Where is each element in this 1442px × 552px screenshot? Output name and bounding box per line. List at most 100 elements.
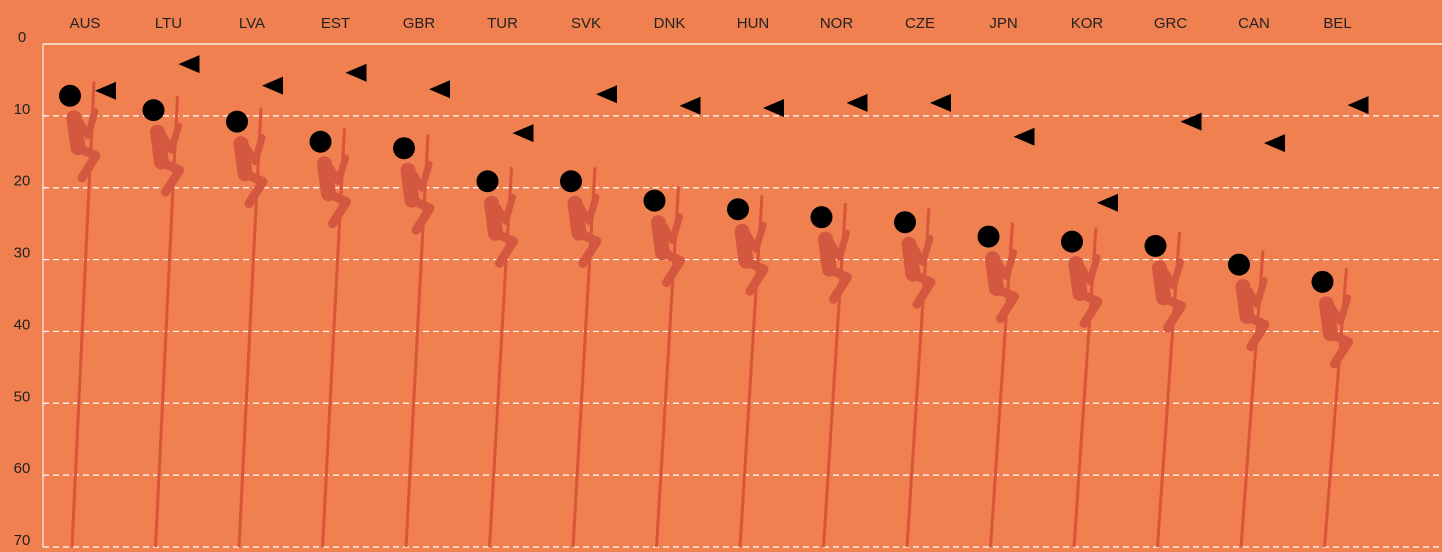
y-tick-label: 0 (18, 29, 26, 46)
triangle-marker (1180, 112, 1202, 131)
climber-leg (407, 195, 435, 235)
x-tick-label: KOR (1071, 15, 1104, 32)
y-tick-label: 40 (14, 316, 31, 333)
climber-body (567, 195, 587, 241)
x-tick-label: GBR (403, 15, 436, 32)
climber-body (317, 156, 336, 202)
climber-arm (828, 229, 850, 261)
x-tick-label: CAN (1238, 15, 1270, 32)
triangle-marker (930, 93, 951, 112)
triangle-marker (1264, 134, 1285, 153)
climber-arm (661, 213, 683, 245)
climber-body (66, 110, 86, 156)
climber-body (1068, 256, 1088, 302)
climber-leg (658, 248, 685, 288)
climber-body (1319, 296, 1338, 342)
head-marker (810, 206, 833, 229)
climber-leg (741, 256, 769, 296)
y-tick-label: 50 (14, 388, 31, 405)
triangle-marker (596, 85, 617, 104)
triangle-marker (1347, 96, 1369, 115)
climber-leg (240, 169, 268, 209)
climber-arm (1078, 254, 1101, 286)
head-marker (1311, 270, 1334, 293)
head-marker (560, 170, 582, 193)
x-tick-label: HUN (737, 15, 770, 32)
rope (822, 203, 847, 548)
head-marker (1144, 234, 1167, 257)
triangle-marker (178, 55, 200, 74)
head-marker (476, 170, 499, 193)
y-tick-label: 60 (14, 460, 31, 477)
climber-leg (73, 143, 101, 183)
rope (655, 186, 680, 548)
x-tick-label: LVA (239, 15, 265, 32)
climber-arm (1245, 277, 1268, 309)
triangle-marker (679, 96, 701, 115)
climber-leg (574, 228, 602, 268)
y-tick-label: 30 (14, 245, 31, 262)
climber-arm (160, 122, 182, 154)
climber-leg (992, 284, 1019, 324)
head-marker (142, 99, 165, 122)
climber-arm (1329, 294, 1351, 326)
climber-leg (1326, 329, 1353, 369)
head-marker (643, 189, 666, 212)
x-tick-label: LTU (155, 15, 182, 32)
climber-arm (1162, 258, 1184, 290)
x-tick-label: BEL (1323, 15, 1351, 32)
triangle-marker (512, 124, 534, 143)
y-tick-label: 10 (14, 101, 31, 118)
climber-body (233, 136, 253, 182)
triangle-marker (345, 63, 367, 82)
triangle-marker (1097, 193, 1118, 212)
climber-body (150, 124, 169, 170)
head-marker (226, 110, 248, 133)
x-tick-label: EST (321, 15, 350, 32)
climber-leg (1159, 293, 1186, 333)
triangle-marker (262, 76, 283, 95)
x-tick-label: DNK (654, 15, 686, 32)
climber-leg (157, 157, 184, 197)
climber-body (1152, 260, 1171, 306)
climber-body (651, 215, 670, 261)
head-marker (977, 225, 1000, 248)
triangle-marker (95, 81, 116, 100)
x-tick-label: CZE (905, 15, 935, 32)
head-marker (309, 130, 332, 153)
climber-leg (324, 189, 351, 229)
climber-body (400, 162, 420, 208)
climber-leg (1242, 312, 1270, 352)
climber-leg (1075, 289, 1103, 329)
head-marker (393, 137, 415, 160)
triangle-marker (846, 93, 868, 112)
rope (488, 167, 513, 548)
x-tick-label: AUS (70, 15, 101, 32)
climber-arm (76, 108, 99, 140)
climber-arm (410, 160, 433, 192)
climber-body (734, 223, 754, 269)
head-marker (727, 198, 749, 221)
x-tick-label: NOR (820, 15, 854, 32)
x-tick-label: TUR (487, 15, 518, 32)
y-tick-label: 70 (14, 532, 31, 549)
climber-body (818, 231, 837, 277)
climber-arm (995, 249, 1017, 281)
x-tick-label: JPN (989, 15, 1017, 32)
climber-arm (911, 234, 934, 266)
head-marker (59, 84, 81, 107)
climber-arm (744, 221, 767, 253)
climber-arm (494, 193, 516, 225)
triangle-marker (429, 80, 450, 99)
climber-arm (327, 154, 349, 186)
x-tick-label: GRC (1154, 15, 1188, 32)
climber-body (985, 251, 1004, 297)
climber-leg (908, 269, 936, 309)
climber-leg (825, 264, 852, 304)
head-marker (894, 211, 916, 234)
head-marker (1228, 253, 1250, 276)
climber-leg (491, 228, 518, 268)
rope (571, 167, 597, 548)
y-tick-label: 20 (14, 173, 31, 190)
